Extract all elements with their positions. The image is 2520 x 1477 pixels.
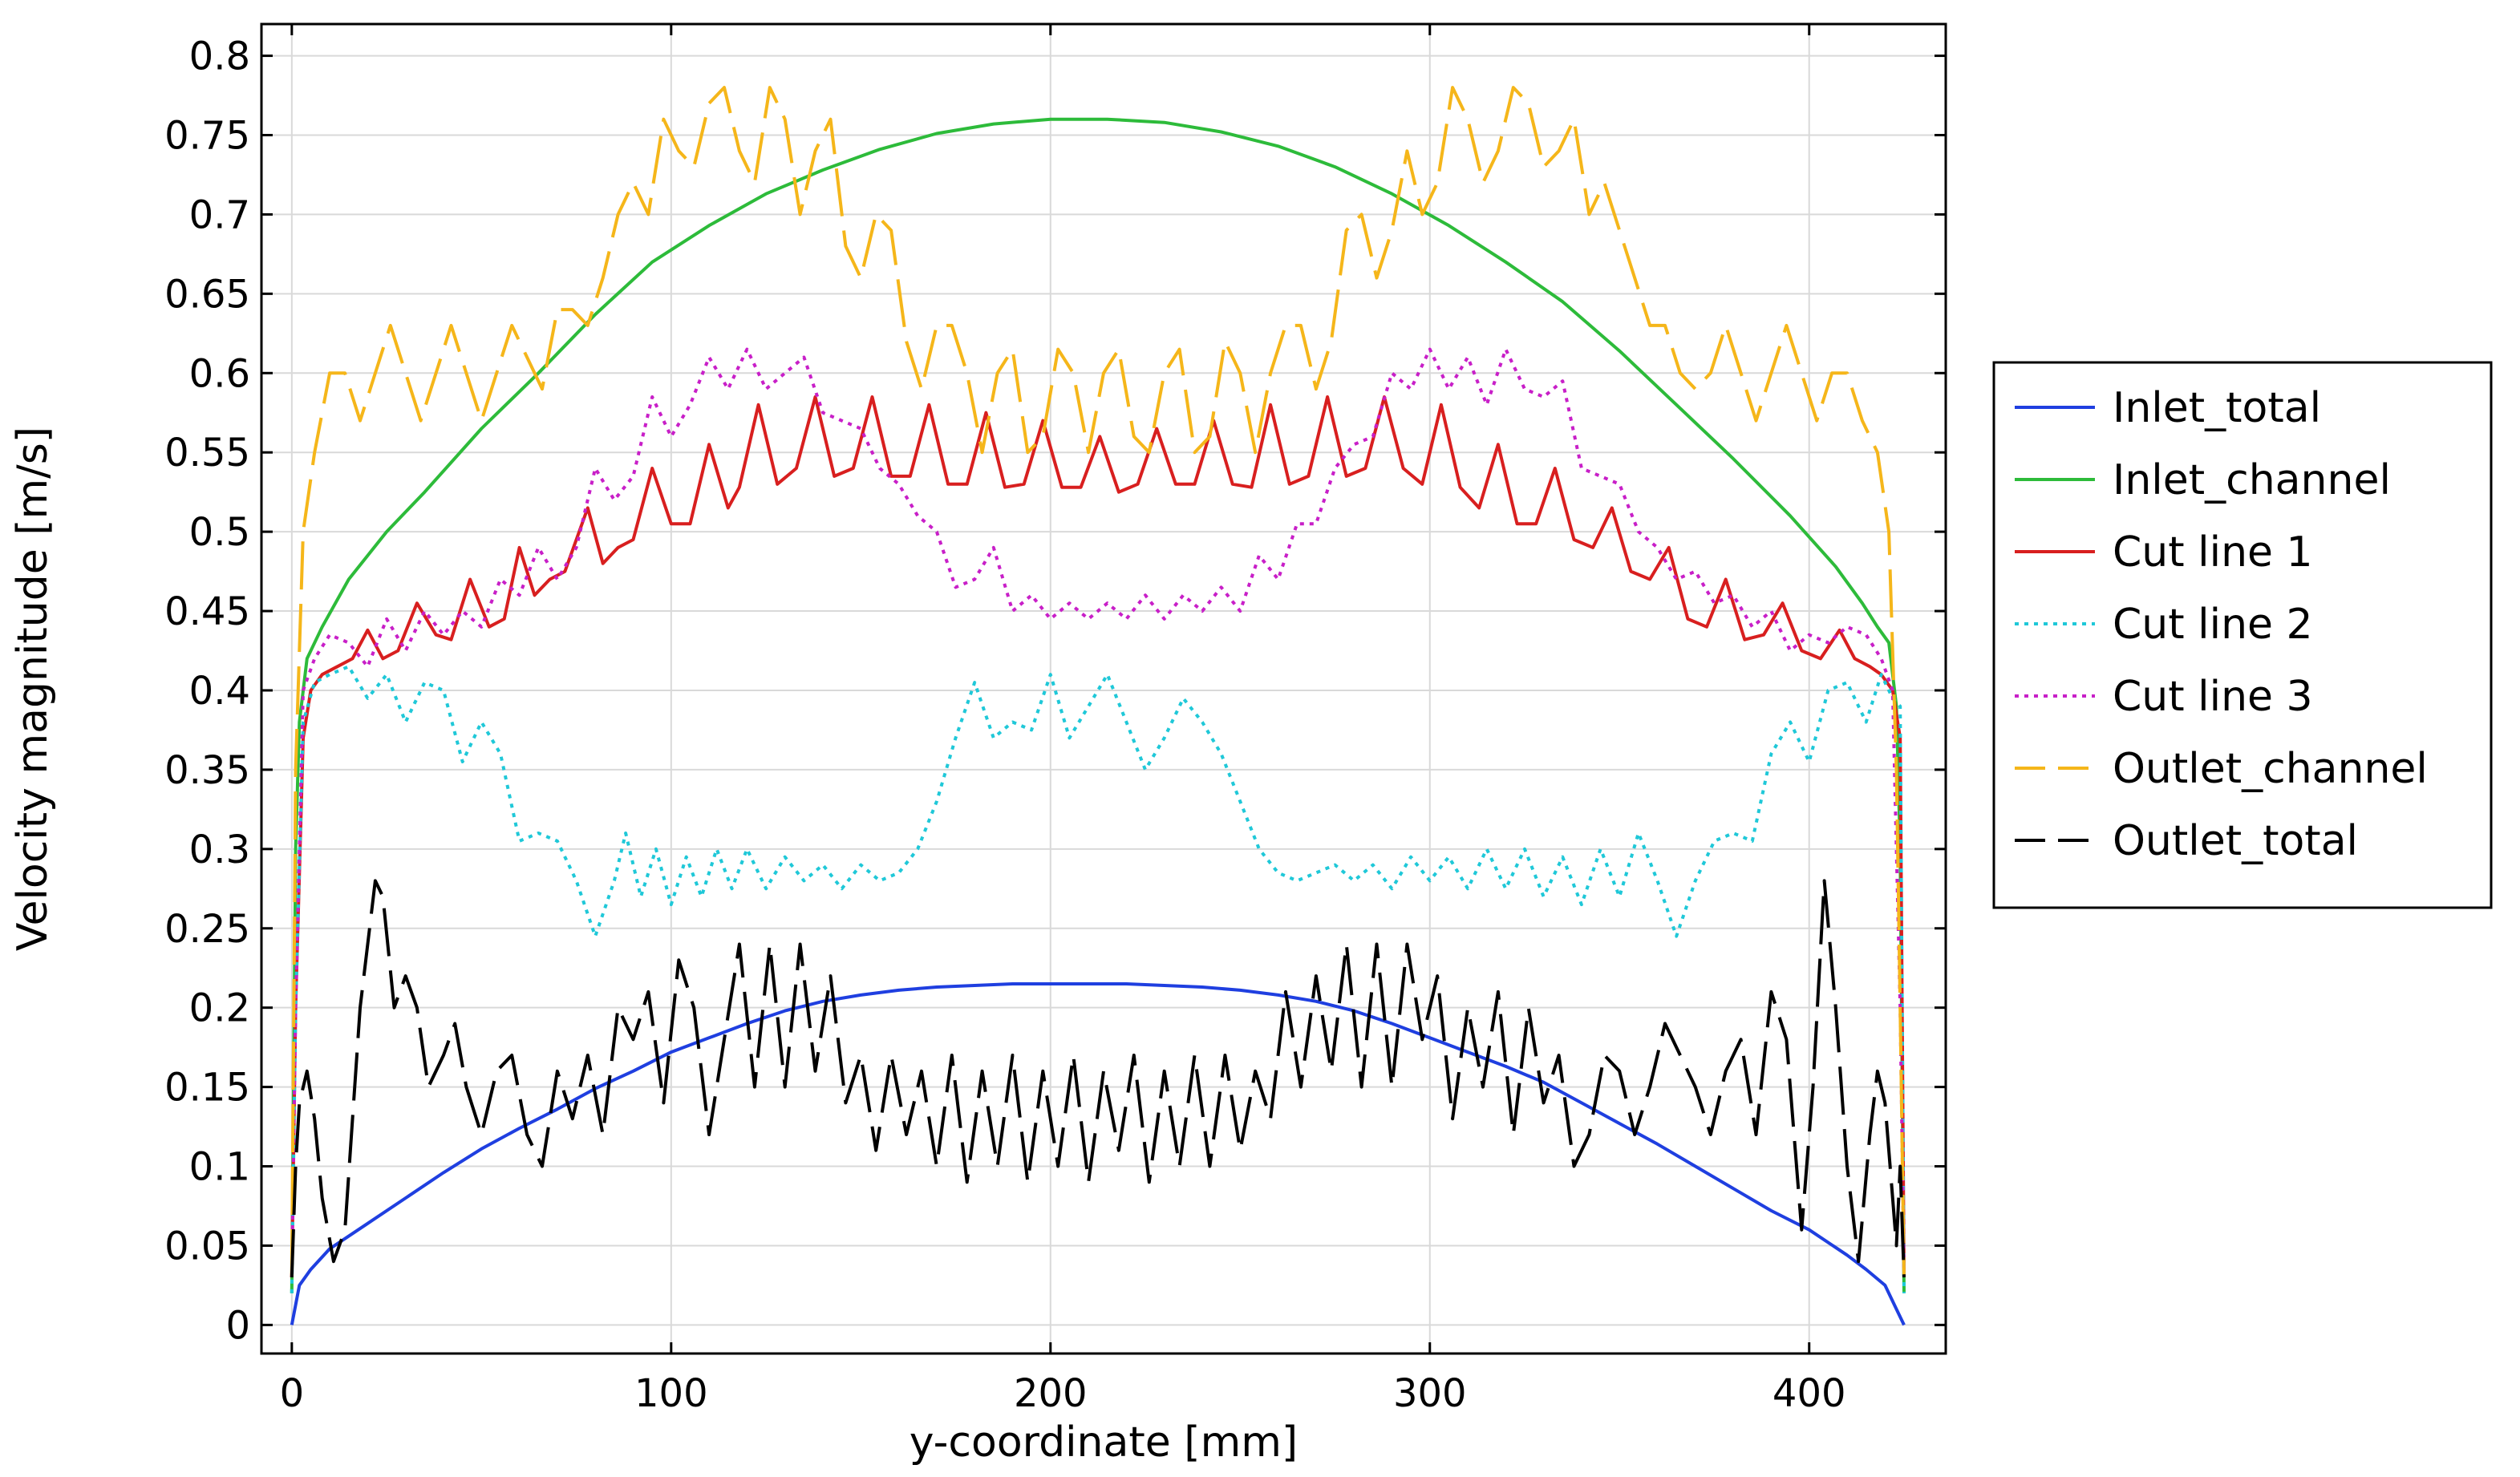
series-line-cut-line-1 bbox=[290, 395, 1906, 1278]
gridlines bbox=[261, 24, 1946, 1354]
x-tick-label: 100 bbox=[634, 1371, 708, 1416]
y-tick-label: 0.45 bbox=[164, 589, 250, 634]
legend-label-cut-line-1: Cut line 1 bbox=[2113, 528, 2313, 577]
legend-label-inlet-total: Inlet_total bbox=[2113, 384, 2321, 432]
y-tick-label: 0.05 bbox=[164, 1224, 250, 1269]
series-line-inlet-channel bbox=[290, 117, 1906, 1293]
y-tick-label: 0.6 bbox=[189, 351, 250, 396]
series-line-cut-line-2 bbox=[290, 665, 1906, 1293]
series-line-inlet-total bbox=[290, 982, 1906, 1326]
legend-label-cut-line-3: Cut line 3 bbox=[2113, 673, 2313, 721]
y-tick-label: 0 bbox=[225, 1303, 250, 1348]
y-tick-label: 0.8 bbox=[189, 34, 250, 79]
legend-label-inlet-channel: Inlet_channel bbox=[2113, 456, 2391, 504]
y-tick-label: 0.15 bbox=[164, 1066, 250, 1111]
legend-label-outlet-total: Outlet_total bbox=[2113, 817, 2358, 865]
legend: Inlet_total Inlet_channel Cut line 1 Cut li… bbox=[1992, 361, 2493, 909]
x-axis: 0 100 200 300 400 bbox=[280, 24, 1846, 1416]
x-tick-label: 400 bbox=[1773, 1371, 1846, 1416]
series-line-cut-line-3 bbox=[290, 347, 1906, 1278]
series-line-outlet-channel bbox=[290, 86, 1906, 1278]
legend-label-cut-line-2: Cut line 2 bbox=[2113, 601, 2313, 649]
y-tick-label: 0.1 bbox=[189, 1145, 250, 1190]
legend-label-outlet-channel: Outlet_channel bbox=[2113, 745, 2428, 793]
y-tick-label: 0.25 bbox=[164, 907, 250, 952]
x-tick-label: 0 bbox=[280, 1371, 305, 1416]
y-tick-label: 0.75 bbox=[164, 113, 250, 158]
y-tick-label: 0.5 bbox=[189, 510, 250, 555]
y-tick-label: 0.3 bbox=[189, 828, 250, 872]
y-tick-label: 0.55 bbox=[164, 431, 250, 475]
y-tick-label: 0.2 bbox=[189, 986, 250, 1031]
x-axis-title: y-coordinate [mm] bbox=[910, 1418, 1298, 1467]
plot-area bbox=[290, 86, 1906, 1326]
x-tick-label: 200 bbox=[1014, 1371, 1088, 1416]
legend-box bbox=[1992, 361, 2493, 909]
series-line-outlet-total bbox=[290, 879, 1906, 1278]
y-tick-label: 0.4 bbox=[189, 669, 250, 714]
y-tick-label: 0.35 bbox=[164, 748, 250, 793]
y-tick-label: 0.7 bbox=[189, 192, 250, 237]
y-tick-label: 0.65 bbox=[164, 272, 250, 317]
plot-frame bbox=[260, 22, 1947, 1355]
y-axis-title: Velocity magnitude [m/s] bbox=[9, 427, 57, 951]
x-tick-label: 300 bbox=[1393, 1371, 1467, 1416]
y-axis: 0 0.05 0.1 0.15 0.2 0.25 0.3 0.35 0.4 0.45 0.5 0.55… bbox=[164, 34, 1946, 1348]
